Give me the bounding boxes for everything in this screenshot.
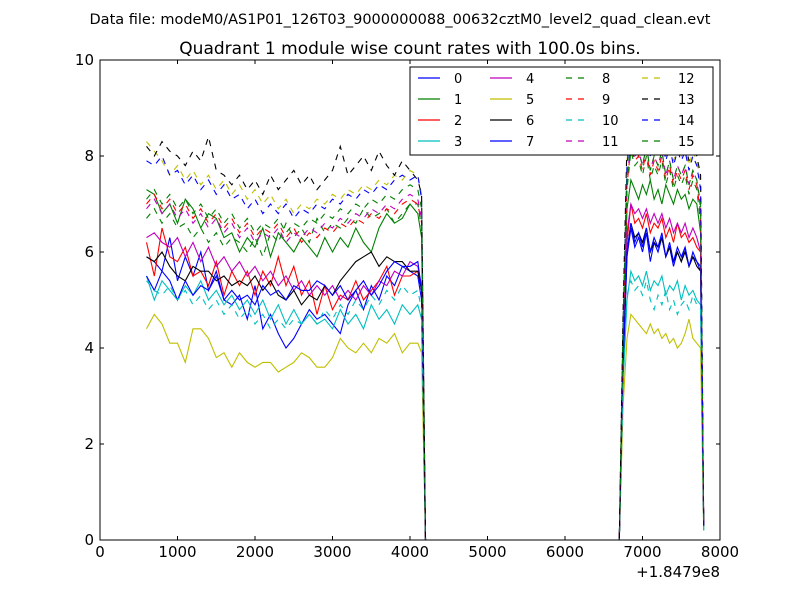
- series-line-5: [146, 313, 705, 541]
- x-tick-label: 0: [95, 543, 105, 561]
- legend-label-10: 10: [602, 114, 619, 129]
- legend-label-3: 3: [454, 135, 462, 150]
- series-line-9: [146, 146, 705, 541]
- x-offset-label: +1.8479e8: [636, 563, 720, 581]
- y-tick-label: 2: [84, 435, 94, 453]
- legend-label-15: 15: [678, 135, 695, 150]
- x-tick-label: 7000: [623, 543, 661, 561]
- legend-box: [409, 66, 714, 156]
- legend-label-1: 1: [454, 93, 462, 108]
- x-tick-label: 2000: [236, 543, 274, 561]
- x-tick-label: 6000: [546, 543, 584, 561]
- figure-suptitle: Data file: modeM0/AS1P01_126T03_90000000…: [90, 12, 711, 28]
- legend-label-12: 12: [678, 72, 695, 87]
- legend-label-11: 11: [602, 135, 619, 150]
- legend-label-4: 4: [526, 72, 534, 87]
- chart-title: Quadrant 1 module wise count rates with …: [179, 39, 640, 59]
- x-tick-label: 4000: [391, 543, 429, 561]
- series-line-4: [146, 201, 705, 541]
- series-line-12: [146, 122, 705, 541]
- series-line-3: [145, 269, 705, 541]
- series-line-7: [146, 223, 705, 541]
- legend-label-0: 0: [454, 72, 462, 87]
- x-tick-label: 1000: [158, 543, 196, 561]
- y-tick-label: 8: [84, 147, 94, 165]
- legend-label-7: 7: [526, 135, 534, 150]
- x-tick-label: 8000: [701, 543, 739, 561]
- x-tick-label: 3000: [313, 543, 351, 561]
- x-tick-label: 5000: [468, 543, 506, 561]
- y-tick-label: 4: [84, 339, 94, 357]
- legend-label-9: 9: [602, 93, 610, 108]
- series-line-15: [146, 141, 705, 541]
- legend-label-6: 6: [526, 114, 534, 129]
- legend-label-2: 2: [454, 114, 462, 129]
- series-line-10: [146, 279, 705, 541]
- series-line-8: [146, 151, 705, 541]
- y-tick-label: 6: [84, 243, 94, 261]
- y-tick-label: 10: [75, 51, 94, 69]
- legend-label-13: 13: [678, 93, 695, 108]
- series-line-14: [146, 127, 705, 541]
- y-tick-label: 0: [84, 531, 94, 549]
- legend-label-5: 5: [526, 93, 534, 108]
- series-line-13: [146, 107, 705, 541]
- series-line-1: [146, 177, 705, 541]
- legend-label-14: 14: [678, 114, 695, 129]
- series-layer: [145, 107, 705, 541]
- legend-label-8: 8: [602, 72, 610, 87]
